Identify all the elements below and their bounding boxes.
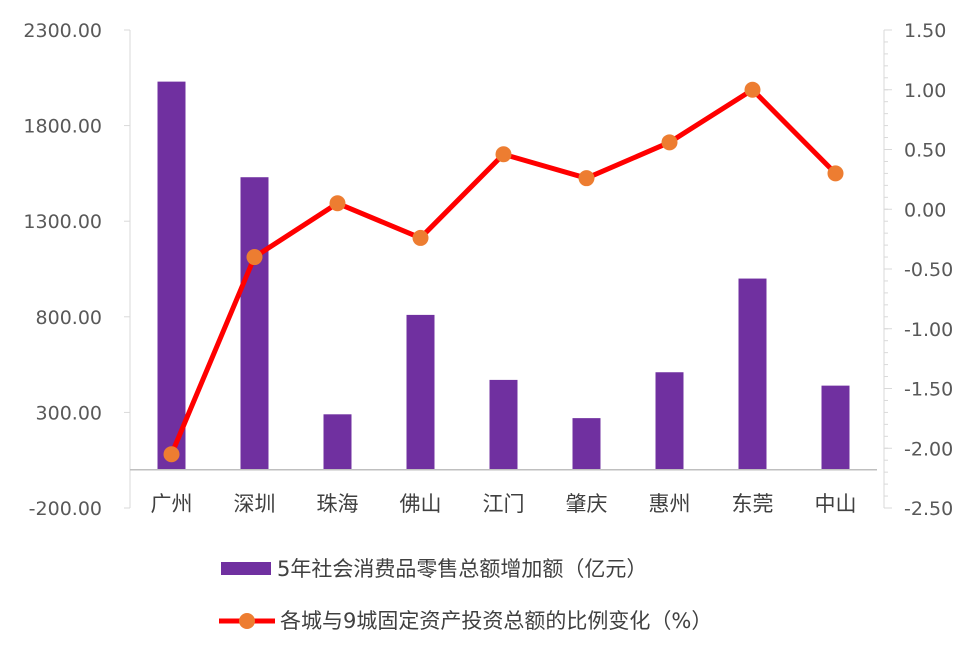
left-tick-label: 800.00 <box>36 307 102 329</box>
bar-series <box>157 81 850 470</box>
right-tick-label: 1.50 <box>904 20 946 42</box>
x-tick-label: 江门 <box>483 492 525 516</box>
bar <box>240 177 269 470</box>
bar <box>323 414 352 470</box>
left-tick-label: 1300.00 <box>23 211 102 233</box>
x-tick-label: 珠海 <box>317 492 359 516</box>
left-tick-label: 1800.00 <box>23 116 102 138</box>
line-point <box>246 249 263 266</box>
x-tick-label: 东莞 <box>732 492 774 516</box>
bar <box>655 372 684 470</box>
left-tick-label: 2300.00 <box>23 20 102 42</box>
legend: 5年社会消费品零售总额增加额（亿元） 各城与9城固定资产投资总额的比例变化（%） <box>219 557 712 633</box>
line-point <box>744 81 761 98</box>
bar <box>489 379 518 470</box>
right-tick-label: 1.00 <box>904 80 946 102</box>
right-tick-label: 0.00 <box>904 199 946 221</box>
line-point <box>163 446 180 463</box>
legend-bar-label: 5年社会消费品零售总额增加额（亿元） <box>277 557 647 581</box>
x-tick-label: 肇庆 <box>566 492 608 516</box>
right-tick-label: -1.50 <box>904 379 953 401</box>
line-point <box>578 170 595 187</box>
right-tick-label: -0.50 <box>904 259 953 281</box>
left-y-axis: -200.00 300.00 800.00 1300.00 1800.00 2300.00 <box>23 20 131 520</box>
bar <box>157 81 186 470</box>
left-tick-label: -200.00 <box>29 498 102 520</box>
line-point <box>661 134 678 151</box>
x-tick-label: 惠州 <box>649 492 691 516</box>
line-point <box>412 229 429 246</box>
line-series <box>163 81 844 463</box>
x-tick-label: 广州 <box>151 492 193 516</box>
right-tick-label: -2.50 <box>904 498 953 520</box>
bar <box>406 314 435 470</box>
bar <box>821 385 850 470</box>
legend-line-marker <box>239 613 255 629</box>
x-tick-label: 中山 <box>815 492 857 516</box>
line-point <box>495 146 512 163</box>
bar <box>738 278 767 470</box>
line-point <box>329 195 346 212</box>
right-tick-label: -2.00 <box>904 438 953 460</box>
left-tick-label: 300.00 <box>36 402 102 424</box>
right-y-axis: -2.50 -2.00 -1.50 -1.00 -0.50 0.00 0.50 1.00 1.5… <box>883 20 953 520</box>
legend-line-label: 各城与9城固定资产投资总额的比例变化（%） <box>280 609 712 633</box>
line-point <box>827 165 844 182</box>
x-tick-label: 佛山 <box>400 492 442 516</box>
bar <box>572 418 601 470</box>
right-tick-label: 0.50 <box>904 140 946 162</box>
x-axis: 广州 深圳 珠海 佛山 江门 肇庆 惠州 东莞 中山 <box>130 469 877 516</box>
legend-bar-swatch <box>221 562 271 575</box>
right-tick-label: -1.00 <box>904 319 953 341</box>
x-tick-label: 深圳 <box>234 492 276 516</box>
